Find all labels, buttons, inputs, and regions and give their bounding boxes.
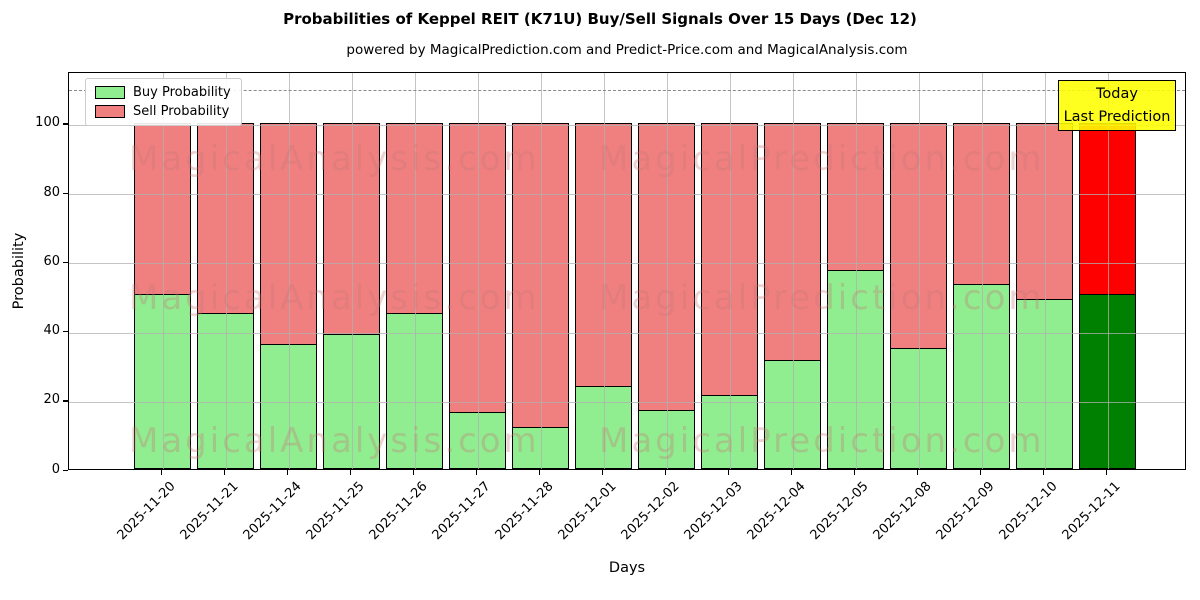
vertical-gridline — [351, 73, 353, 469]
x-tick-label: 2025-11-24 — [240, 479, 305, 544]
y-tick-label: 100 — [35, 115, 60, 131]
x-tick-label: 2025-11-27 — [429, 479, 494, 544]
x-tick-label: 2025-12-01 — [555, 479, 620, 544]
x-tick-label: 2025-11-25 — [303, 479, 368, 544]
x-tick-mark — [539, 470, 541, 475]
y-tick-label: 80 — [43, 184, 60, 200]
x-tick-mark — [1106, 470, 1108, 475]
vertical-gridline — [666, 73, 668, 469]
y-tick-label: 20 — [43, 392, 60, 408]
y-tick-mark — [63, 469, 68, 471]
vertical-gridline — [981, 73, 983, 469]
vertical-gridline — [1044, 73, 1046, 469]
x-tick-label: 2025-12-10 — [996, 479, 1061, 544]
grid-layer — [69, 73, 1185, 469]
x-tick-label: 2025-11-26 — [366, 479, 431, 544]
horizontal-gridline — [69, 263, 1185, 265]
x-tick-mark — [728, 470, 730, 475]
vertical-gridline — [603, 73, 605, 469]
watermark-magicalprediction: MagicalPrediction.com — [599, 421, 1045, 461]
vertical-gridline — [792, 73, 794, 469]
x-tick-mark — [287, 470, 289, 475]
vertical-gridline — [1107, 73, 1109, 469]
x-tick-mark — [224, 470, 226, 475]
x-tick-mark — [476, 470, 478, 475]
watermark-magicalprediction: MagicalPrediction.com — [599, 139, 1045, 179]
buy-color-swatch — [95, 86, 125, 99]
watermark-magicalanalysis: MagicalAnalysis.com — [129, 139, 540, 179]
y-tick-mark — [63, 400, 68, 402]
vertical-gridline — [225, 73, 227, 469]
x-tick-label: 2025-11-20 — [114, 479, 179, 544]
x-tick-mark — [413, 470, 415, 475]
vertical-gridline — [855, 73, 857, 469]
x-tick-mark — [917, 470, 919, 475]
x-tick-mark — [602, 470, 604, 475]
x-tick-mark — [161, 470, 163, 475]
vertical-gridline — [288, 73, 290, 469]
x-tick-mark — [854, 470, 856, 475]
x-tick-mark — [980, 470, 982, 475]
x-tick-mark — [350, 470, 352, 475]
x-tick-label: 2025-11-21 — [177, 479, 242, 544]
x-tick-label: 2025-12-02 — [618, 479, 683, 544]
chart-title: Probabilities of Keppel REIT (K71U) Buy/… — [283, 10, 917, 28]
vertical-gridline — [540, 73, 542, 469]
watermark-layer: MagicalAnalysis.com MagicalPrediction.com… — [69, 73, 1185, 469]
x-axis-label: Days — [608, 560, 646, 576]
sell-color-swatch — [95, 105, 125, 118]
x-tick-label: 2025-12-08 — [870, 479, 935, 544]
horizontal-gridline — [69, 194, 1185, 196]
y-tick-label: 40 — [43, 323, 60, 339]
x-tick-mark — [665, 470, 667, 475]
x-tick-label: 2025-12-11 — [1059, 479, 1124, 544]
today-annotation-line2: Last Prediction — [1063, 108, 1171, 125]
x-tick-mark — [791, 470, 793, 475]
x-tick-label: 2025-12-04 — [744, 479, 809, 544]
y-tick-label: 0 — [51, 461, 60, 477]
watermark-magicalanalysis: MagicalAnalysis.com — [129, 421, 540, 461]
threshold-dashed-line — [69, 90, 1185, 92]
x-tick-label: 2025-12-09 — [933, 479, 998, 544]
legend-label-sell: Sell Probability — [133, 104, 230, 119]
y-axis-label: Probability — [11, 232, 27, 310]
horizontal-gridline — [69, 332, 1185, 334]
legend-label-buy: Buy Probability — [133, 85, 231, 100]
x-tick-label: 2025-12-05 — [807, 479, 872, 544]
vertical-gridline — [477, 73, 479, 469]
plot-area: MagicalAnalysis.com MagicalPrediction.com… — [68, 72, 1186, 470]
vertical-gridline — [414, 73, 416, 469]
vertical-gridline — [918, 73, 920, 469]
x-tick-label: 2025-11-28 — [492, 479, 557, 544]
x-tick-label: 2025-12-03 — [681, 479, 746, 544]
y-tick-mark — [63, 123, 68, 125]
y-tick-mark — [63, 261, 68, 264]
today-annotation: Today Last Prediction — [1058, 80, 1176, 131]
y-tick-mark — [63, 192, 68, 194]
x-tick-mark — [1043, 470, 1045, 475]
legend-item-sell: Sell Probability — [95, 105, 231, 118]
watermark-magicalprediction: MagicalPrediction.com — [599, 278, 1045, 318]
horizontal-gridline — [69, 124, 1185, 126]
legend: Buy Probability Sell Probability — [85, 78, 242, 126]
legend-item-buy: Buy Probability — [95, 86, 231, 99]
vertical-gridline — [162, 73, 164, 469]
vertical-gridline — [729, 73, 731, 469]
today-annotation-line1: Today — [1096, 86, 1138, 103]
watermark-magicalanalysis: MagicalAnalysis.com — [129, 278, 540, 318]
horizontal-gridline — [69, 401, 1185, 403]
y-tick-mark — [63, 331, 68, 333]
chart-subtitle: powered by MagicalPrediction.com and Pre… — [346, 42, 908, 58]
y-tick-label: 60 — [43, 253, 60, 269]
